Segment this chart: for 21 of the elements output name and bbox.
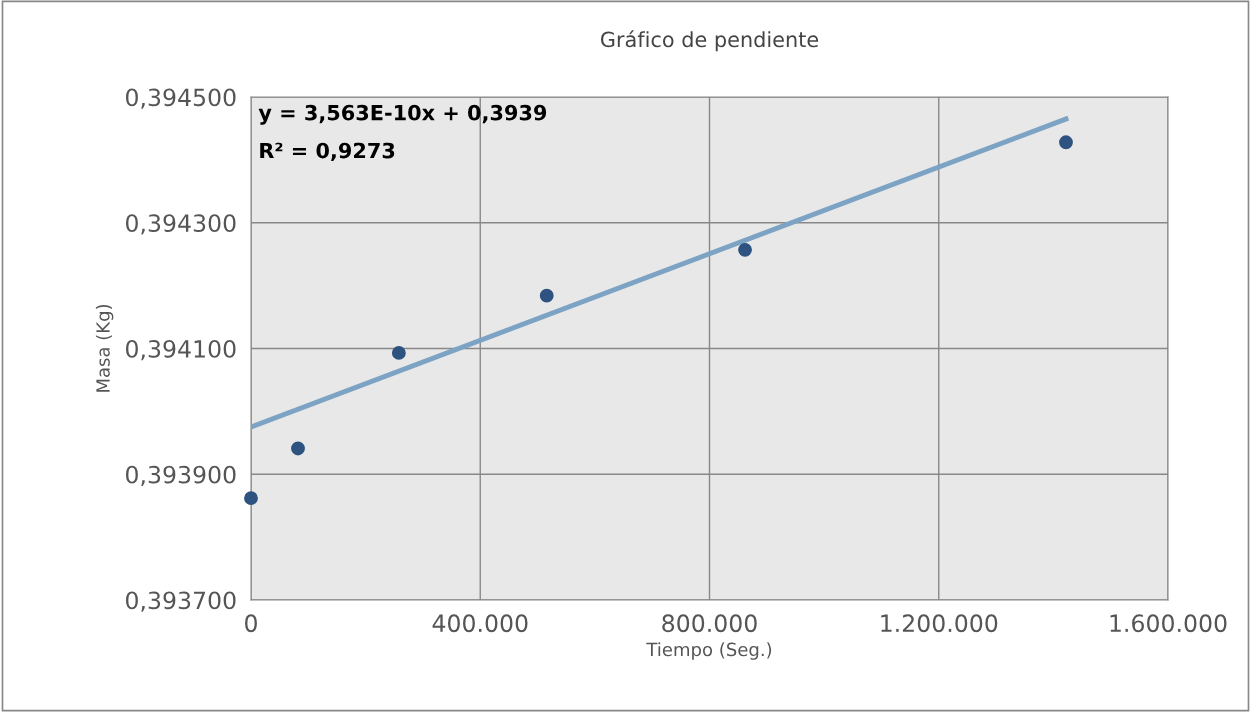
y-tick-label: 0,394100 (126, 339, 236, 361)
y-tick-label: 0,393700 (126, 591, 236, 612)
x-tick-label: 1.600.000 (1110, 614, 1227, 633)
y-tick-label: 0,393900 (126, 465, 236, 486)
y-tick-label: 0,394500 (126, 88, 236, 109)
x-axis-title: Tiempo (Seg.) (646, 642, 772, 660)
x-tick-label: 1.200.000 (881, 614, 998, 633)
point (539, 288, 554, 303)
annotation: y = 3,563E-10x + 0,3939 (258, 104, 547, 125)
x-tick-label: 400.000 (432, 614, 528, 633)
x-tick-label: 800.000 (662, 614, 757, 633)
x-tick-label: 0 (245, 614, 257, 633)
point (244, 491, 258, 506)
y-tick-label: 0,394300 (126, 214, 236, 235)
annotation: R² = 0,9273 (260, 142, 395, 162)
chart-title: Gráfico de pendiente (600, 30, 819, 52)
point (291, 441, 305, 456)
point (1059, 135, 1073, 150)
point (738, 242, 752, 257)
point (391, 345, 406, 360)
y-axis-title: Masa (Kg) (95, 304, 114, 392)
